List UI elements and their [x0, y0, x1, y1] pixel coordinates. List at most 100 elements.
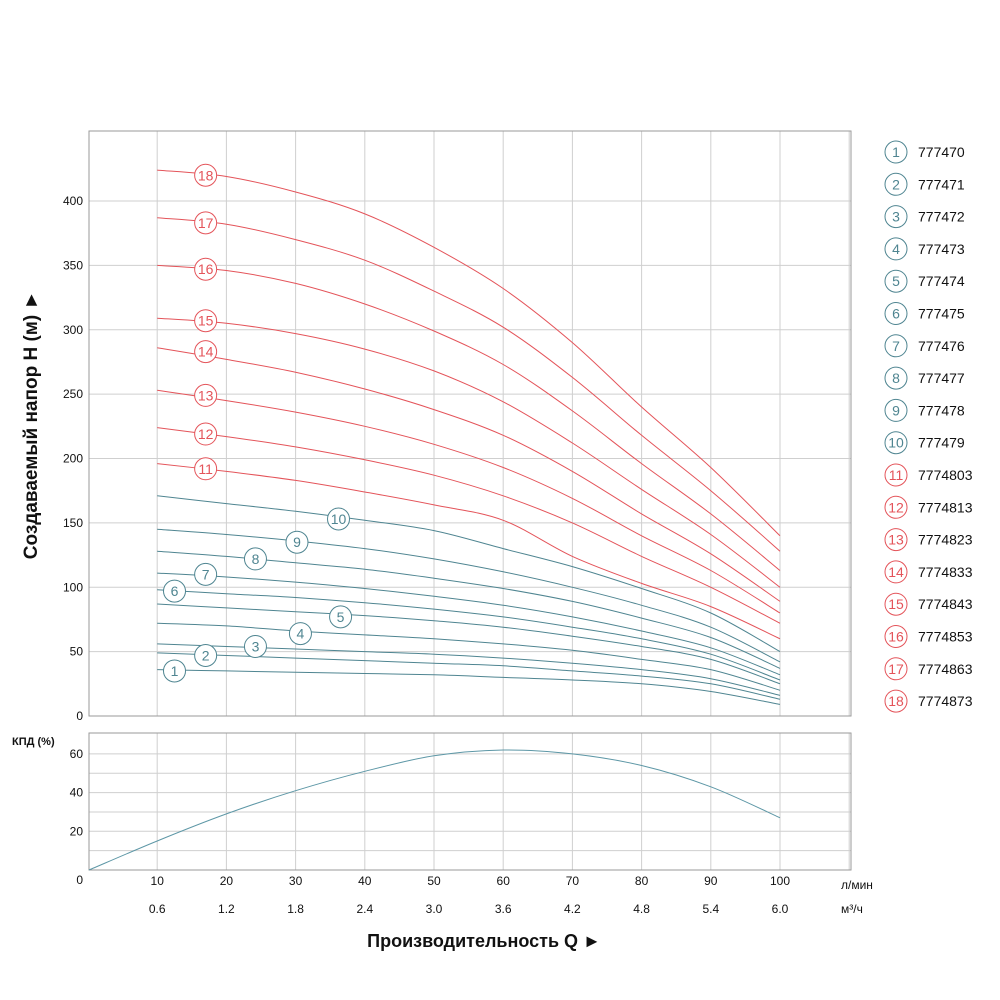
curve-label-circle	[194, 257, 218, 281]
head-chart-frame	[88, 130, 852, 717]
x-tick-lmin: 40	[358, 874, 372, 888]
head-curve-2	[157, 652, 781, 700]
curve-label-6: 6	[163, 579, 186, 603]
legend-number: 8	[892, 370, 900, 386]
curve-label-3: 3	[243, 634, 267, 658]
efficiency-y-tick-label: 0	[76, 873, 83, 887]
curve-label-4: 4	[288, 622, 312, 646]
legend-item-5: 5 777474	[884, 269, 965, 293]
legend-number: 3	[892, 209, 900, 225]
legend-marker	[884, 495, 908, 519]
curve-label-circle	[194, 211, 218, 235]
curve-label-number: 17	[198, 215, 214, 231]
curve-label-number: 15	[198, 313, 214, 329]
curve-label-circle	[163, 659, 186, 683]
x-tick-m3h: 4.8	[633, 902, 650, 916]
curve-label-number: 4	[297, 626, 305, 642]
legend-number: 17	[888, 661, 904, 677]
x-tick-lmin: 60	[497, 874, 511, 888]
x-tick-m3h: 3.6	[495, 902, 512, 916]
legend-marker	[884, 366, 908, 390]
legend-model: 777476	[918, 338, 965, 354]
legend-item-10: 10 777479	[884, 431, 965, 455]
curve-label-circle	[243, 634, 267, 658]
head-curve-6	[157, 589, 781, 681]
legend-model: 7774813	[918, 499, 973, 515]
legend-marker	[884, 398, 908, 422]
head-curve-11	[157, 463, 781, 640]
curve-label-number: 1	[171, 663, 179, 679]
legend-number: 13	[888, 532, 904, 548]
legend-marker	[884, 205, 908, 229]
legend-model: 777470	[918, 144, 965, 160]
legend-number: 1	[892, 144, 900, 160]
head-y-tick-label: 250	[63, 387, 83, 401]
efficiency-y-tick-label: 20	[70, 824, 84, 838]
efficiency-chart-frame	[88, 732, 852, 871]
legend-item-17: 17 7774863	[884, 657, 973, 681]
x-axis-title: Производительность Q ►	[367, 931, 601, 951]
x-tick-m3h: 5.4	[702, 902, 719, 916]
legend-model: 7774803	[918, 467, 973, 483]
legend-number: 2	[892, 176, 900, 192]
legend-model: 7774853	[918, 629, 973, 645]
legend-item-11: 11 7774803	[884, 463, 973, 487]
x-tick-lmin: 10	[151, 874, 165, 888]
curve-label-number: 18	[198, 167, 214, 183]
curve-label-circle	[329, 605, 353, 629]
curve-label-17: 17	[194, 211, 218, 235]
curve-label-number: 3	[252, 638, 260, 654]
curve-label-circle	[288, 622, 312, 646]
efficiency-curve	[88, 749, 781, 871]
head-y-tick-label: 300	[63, 323, 83, 337]
head-curve-14	[157, 347, 781, 602]
curve-label-9: 9	[285, 530, 309, 554]
legend-marker	[884, 269, 908, 293]
legend-item-7: 7 777476	[884, 334, 965, 358]
legend-marker	[884, 431, 908, 455]
curve-label-8: 8	[243, 547, 267, 571]
curve-label-circle	[194, 309, 218, 333]
legend-marker	[884, 237, 908, 261]
head-curve-5	[157, 603, 781, 685]
curve-label-number: 12	[198, 426, 214, 442]
head-y-tick-label: 200	[63, 452, 83, 466]
legend-item-3: 3 777472	[884, 205, 965, 229]
x-tick-m3h: 0.6	[149, 902, 166, 916]
legend-marker	[884, 140, 908, 164]
legend-model: 7774843	[918, 596, 973, 612]
legend-item-15: 15 7774843	[884, 592, 973, 616]
x-tick-lmin: 30	[289, 874, 303, 888]
legend-number: 18	[888, 693, 904, 709]
legend-number: 4	[892, 241, 900, 257]
legend-item-6: 6 777475	[884, 302, 965, 325]
x-tick-m3h: 4.2	[564, 902, 581, 916]
head-y-tick-label: 400	[63, 194, 83, 208]
legend-number: 15	[888, 596, 904, 612]
x-unit-lmin: л/мин	[841, 878, 873, 892]
x-axis-ticks: 10 20 30 40 50 60 70 80 90 100 0.6 1.2 1.8 2.4 3.0 3.6 4…	[149, 874, 790, 916]
legend-number: 5	[892, 273, 900, 289]
efficiency-y-tick-label: 40	[70, 786, 84, 800]
legend-number: 11	[889, 467, 904, 483]
curve-label-circle	[194, 383, 218, 407]
x-tick-lmin: 20	[220, 874, 234, 888]
curve-label-number: 8	[252, 551, 260, 567]
head-curve-7	[157, 572, 781, 676]
legend-item-4: 4 777473	[884, 237, 965, 261]
head-curve-18	[157, 169, 781, 537]
legend-number: 16	[888, 629, 904, 645]
curve-label-5: 5	[329, 605, 353, 629]
legend-model: 777471	[918, 176, 965, 192]
legend-item-13: 13 7774823	[884, 528, 973, 552]
legend: 1 777470 2 777471 3 777472 4 777473 5 777474 6 7774…	[884, 140, 973, 713]
x-tick-lmin: 50	[427, 874, 441, 888]
curve-label-12: 12	[194, 422, 218, 446]
curve-label-14: 14	[194, 340, 218, 364]
legend-marker	[884, 560, 908, 584]
x-tick-m3h: 2.4	[356, 902, 373, 916]
x-tick-lmin: 90	[704, 874, 718, 888]
head-y-tick-label: 0	[76, 709, 83, 723]
x-tick-m3h: 1.8	[287, 902, 304, 916]
